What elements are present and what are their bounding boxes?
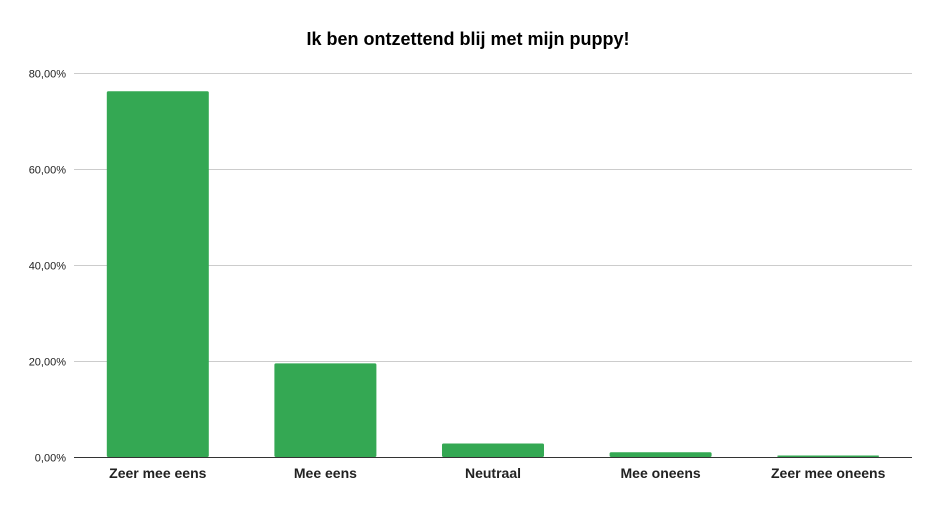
x-tick-label: Zeer mee eens — [109, 465, 206, 481]
x-tick-label: Zeer mee oneens — [771, 465, 886, 481]
bar — [274, 363, 377, 457]
bar — [106, 91, 209, 458]
x-tick-label: Neutraal — [465, 465, 521, 481]
chart-title: Ik ben ontzettend blij met mijn puppy! — [307, 29, 630, 49]
y-tick-label: 60,00% — [29, 165, 67, 177]
bar — [777, 455, 880, 457]
y-tick-label: 80,00% — [29, 69, 67, 81]
y-tick-label: 40,00% — [29, 261, 67, 273]
y-tick-label: 20,00% — [29, 357, 67, 369]
x-tick-label: Mee oneens — [621, 465, 701, 481]
x-tick-label: Mee eens — [294, 465, 357, 481]
x-axis-ticks: Zeer mee eens Mee eens Neutraal Mee oneens Z… — [109, 465, 885, 481]
y-axis-ticks: 0,00% 20,00% 40,00% 60,00% 80,00% — [29, 69, 67, 465]
gridlines — [74, 73, 912, 362]
y-tick-label: 0,00% — [35, 453, 66, 465]
bar — [442, 443, 544, 457]
bars — [106, 91, 880, 458]
bar — [609, 452, 712, 457]
